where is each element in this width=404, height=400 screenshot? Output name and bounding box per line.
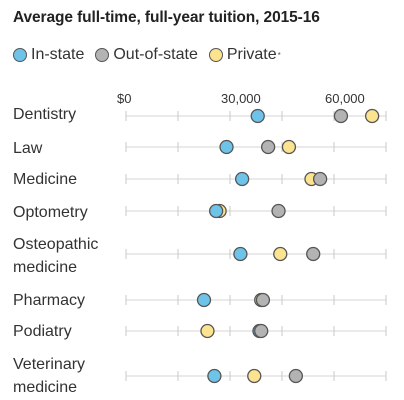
data-point [234,171,250,187]
data-point [207,368,222,384]
category-label: Pharmacy [13,292,85,309]
legend-item-out-of-state: Out-of-state [95,46,198,64]
x-tick-label: 60,000 [325,91,365,106]
legend-item-private: Private * [208,46,281,64]
category-label: Medicine [13,171,77,188]
chart-title: Average full-time, full-year tuition, 20… [13,9,320,26]
legend-label-private: Private [226,46,277,63]
category-label: Dentistry [13,106,76,123]
data-point [271,203,286,219]
data-point [219,139,234,155]
data-point [281,139,297,155]
category-label: Law [13,140,43,157]
data-point [273,246,288,262]
data-point [254,323,269,339]
data-point [250,108,265,124]
data-point [255,292,271,308]
legend-swatch-private [208,48,223,62]
data-point [333,108,349,124]
x-tick-label: $0 [117,91,131,106]
legend-swatch-in-state [13,48,27,62]
category-label: medicine [13,379,77,396]
category-label: Podiatry [13,323,72,340]
data-point [364,108,380,124]
category-label: Veterinary [13,356,85,373]
data-point [200,323,215,339]
data-point [247,368,262,384]
legend-label-in-state: In-state [31,46,85,63]
data-point [196,292,212,308]
category-label: medicine [13,259,77,276]
legend-label-out-of-state: Out-of-state [113,46,198,63]
x-tick-label: 30,000 [221,91,261,106]
data-point [306,246,321,262]
legend-footnote-marker: * [277,50,281,60]
category-label: Optometry [13,204,88,221]
legend-swatch-out-of-state [95,48,110,62]
category-label: Osteopathic [13,236,98,253]
legend-item-in-state: In-state [13,46,84,64]
data-point [312,171,328,187]
chart-legend: In-state Out-of-state Private * [13,46,292,64]
data-point [208,203,224,219]
data-point [260,139,276,155]
data-point [288,368,304,384]
data-point [233,246,248,262]
